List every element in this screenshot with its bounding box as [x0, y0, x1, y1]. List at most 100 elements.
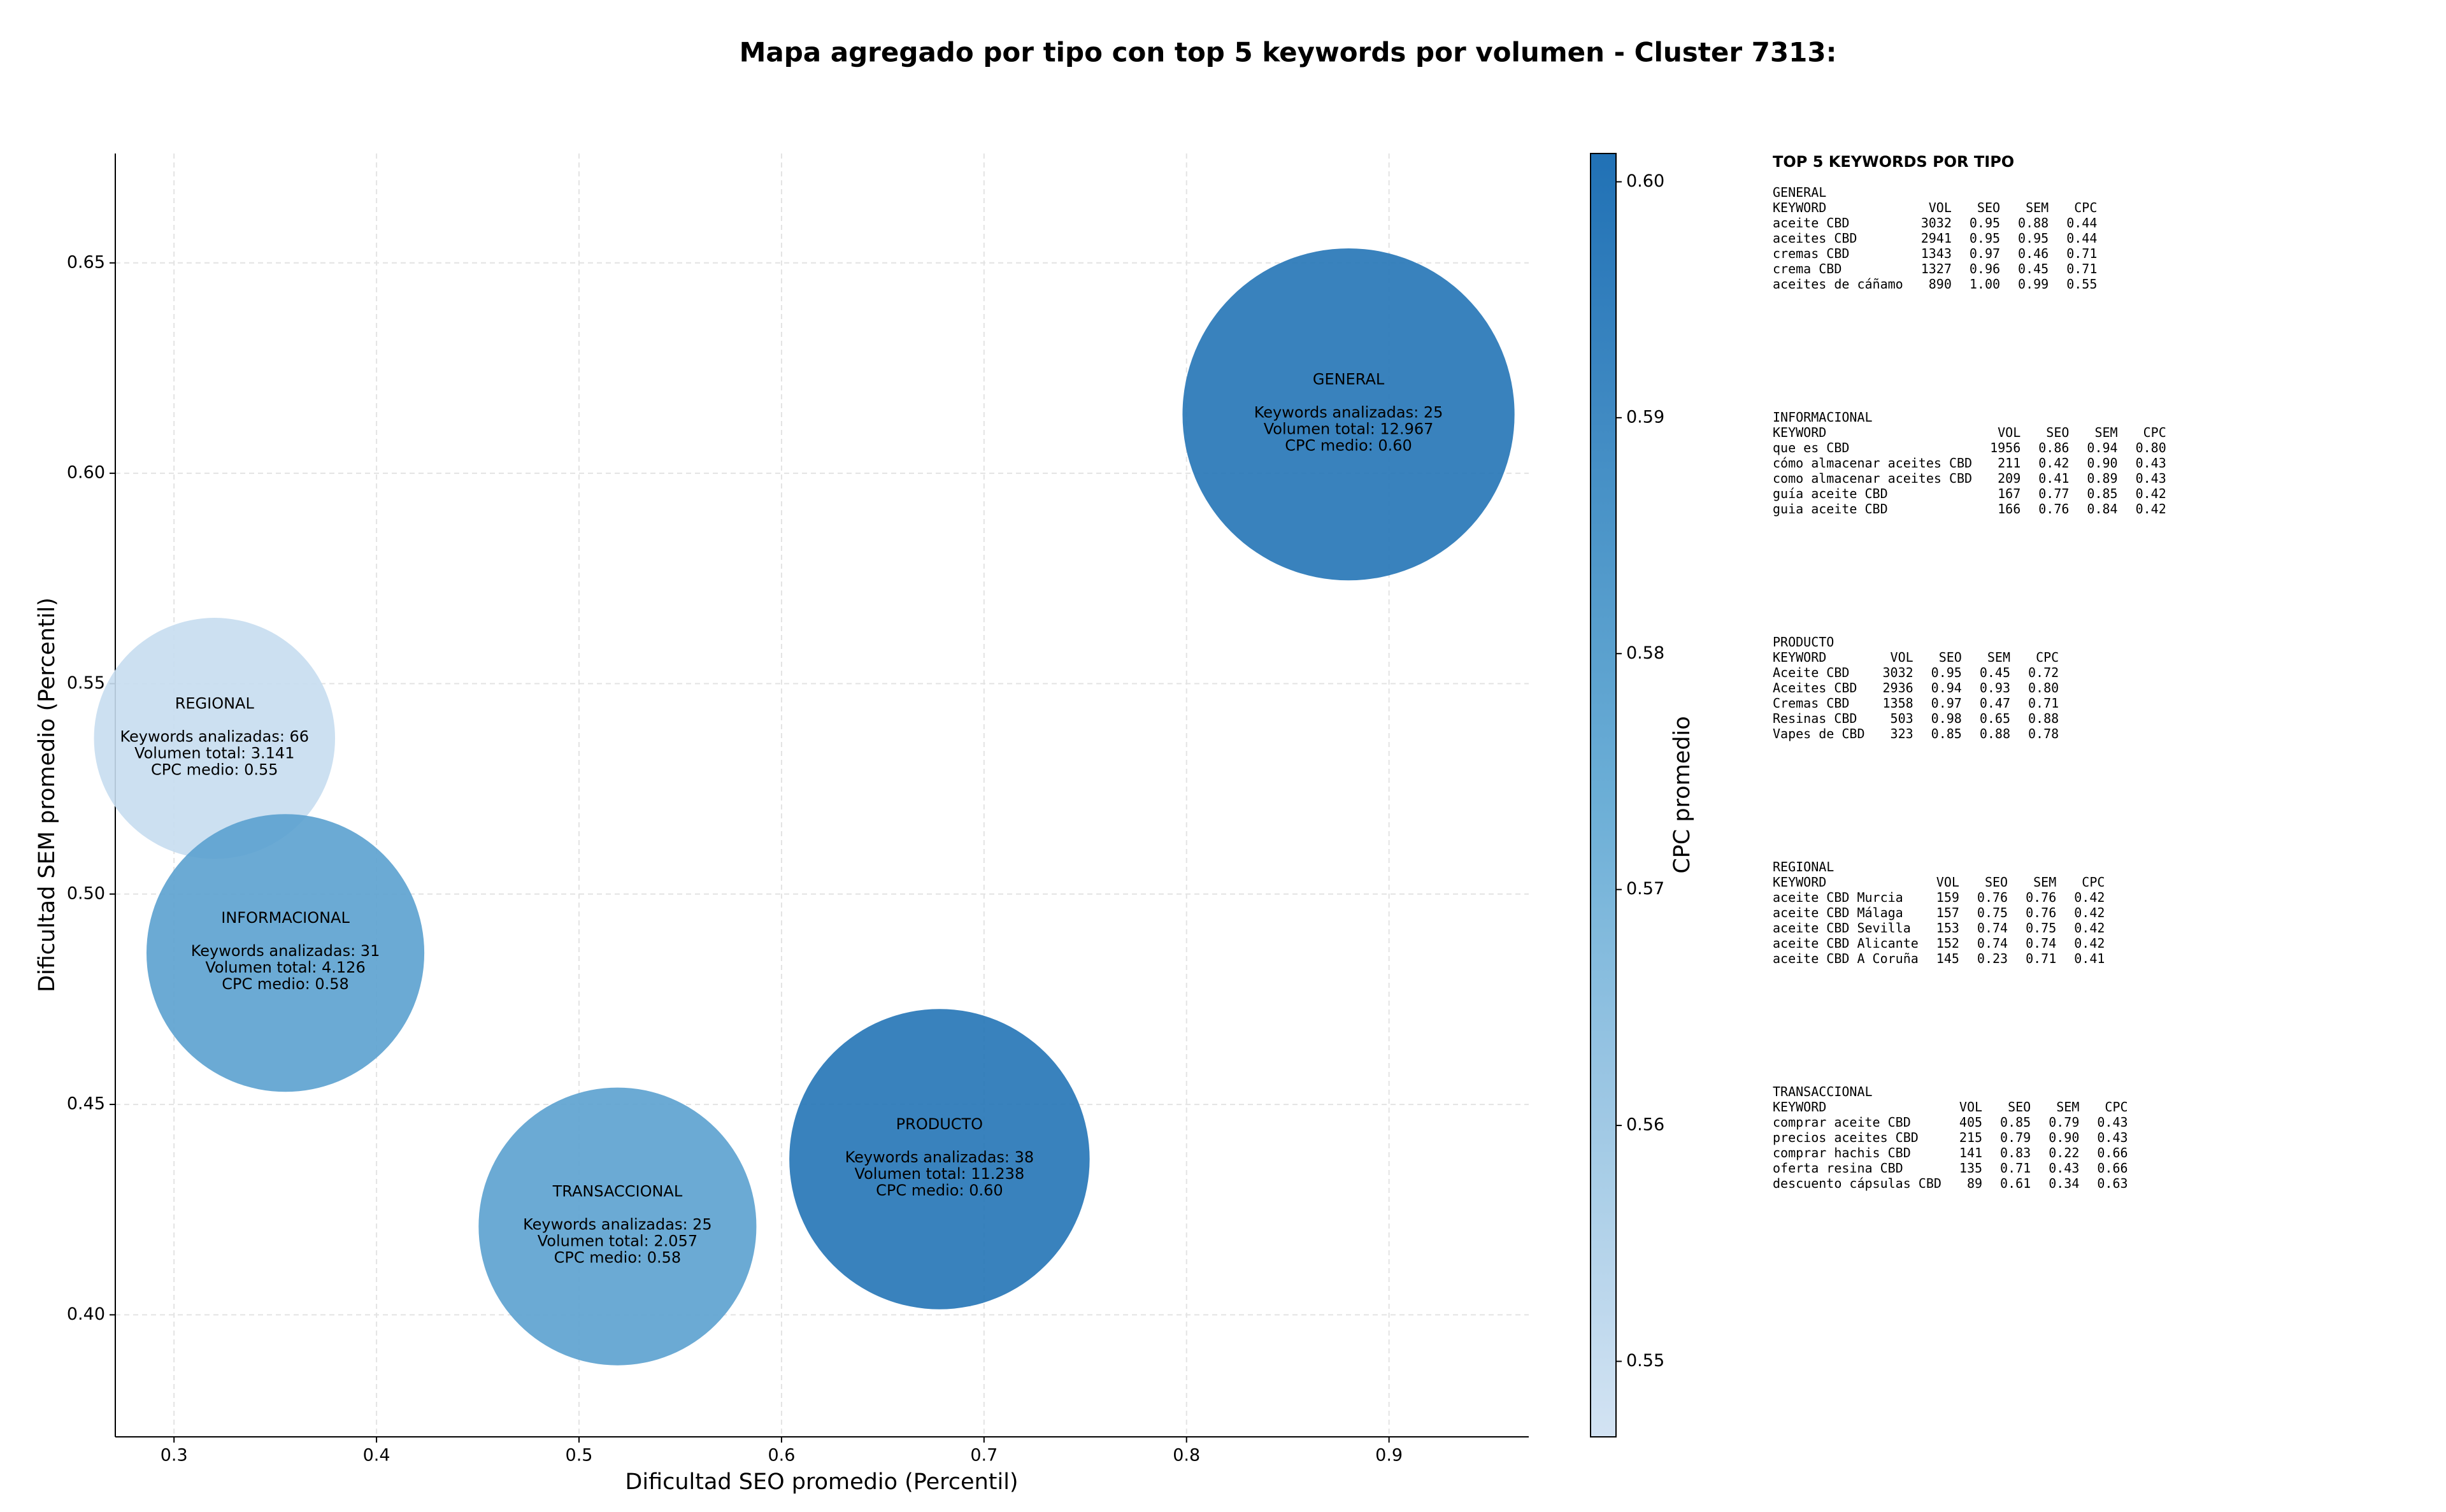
cell: 0.41 [2038, 471, 2070, 486]
cell: 0.84 [2087, 501, 2118, 517]
cell: 89 [1966, 1176, 1983, 1191]
bubble-annotation: Keywords analizadas: 66 [120, 727, 309, 745]
cell: aceites CBD [1773, 231, 1857, 246]
keyword-row: Cremas CBD 1358 0.97 0.47 0.71 [1773, 695, 2059, 711]
colorbar [1590, 153, 1617, 1437]
cell: 0.75 [2026, 920, 2057, 936]
bubble-name: INFORMACIONAL [221, 909, 350, 927]
cell: 890 [1928, 276, 1952, 292]
header-cell: SEM [2094, 425, 2118, 440]
cell: 145 [1936, 951, 1959, 966]
cell: guía aceite CBD [1773, 486, 1888, 501]
cell: comprar hachis CBD [1773, 1145, 1911, 1160]
chart-title: Mapa agregado por tipo con top 5 keyword… [740, 37, 1837, 68]
y-tick-label: 0.50 [67, 883, 105, 903]
cell: 0.74 [1977, 920, 2008, 936]
cell: 0.47 [1979, 695, 2011, 711]
bubble-annotation: Keywords analizadas: 25 [1254, 404, 1443, 422]
header-cell: SEO [2008, 1099, 2031, 1115]
y-axis-label: Dificultad SEM promedio (Percentil) [34, 597, 60, 992]
cell: 0.65 [1979, 711, 2011, 726]
cell: 167 [1998, 486, 2021, 501]
x-axis-label: Dificultad SEO promedio (Percentil) [625, 1469, 1018, 1495]
x-tick-label: 0.8 [1173, 1446, 1200, 1466]
cell: 0.97 [1931, 695, 1962, 711]
group-name: PRODUCTO [1773, 634, 1834, 650]
cell: 0.78 [2028, 726, 2059, 741]
cell: 0.86 [2038, 440, 2070, 455]
keyword-row: aceites de cáñamo 890 1.00 0.99 0.55 [1773, 276, 2097, 292]
keyword-row: comprar hachis CBD 141 0.83 0.22 0.66 [1773, 1145, 2128, 1160]
cell: 0.42 [2074, 905, 2105, 920]
keyword-row: oferta resina CBD 135 0.71 0.43 0.66 [1773, 1160, 2128, 1176]
cell: 159 [1936, 890, 1959, 905]
keyword-row: comprar aceite CBD 405 0.85 0.79 0.43 [1773, 1115, 2128, 1130]
header-cell: CPC [2082, 874, 2105, 890]
cell: 0.71 [2066, 261, 2098, 276]
keyword-row: aceite CBD Murcia 159 0.76 0.76 0.42 [1773, 890, 2105, 905]
keyword-row: precios aceites CBD 215 0.79 0.90 0.43 [1773, 1130, 2128, 1145]
cell: 0.71 [2066, 246, 2098, 261]
header-cell: VOL [1890, 650, 1913, 665]
cell: 0.85 [2000, 1115, 2031, 1130]
panel-title: TOP 5 KEYWORDS POR TIPO [1773, 153, 2015, 171]
header-cell: VOL [1936, 874, 1959, 890]
keyword-row: aceite CBD Sevilla 153 0.74 0.75 0.42 [1773, 920, 2105, 936]
header-cell: SEM [2026, 200, 2049, 215]
header-cell: CPC [2074, 200, 2098, 215]
x-tick-label: 0.4 [363, 1446, 390, 1466]
cell: 0.85 [2087, 486, 2118, 501]
keyword-row: Aceites CBD 2936 0.94 0.93 0.80 [1773, 680, 2059, 695]
y-tick-label: 0.40 [67, 1304, 105, 1324]
keyword-row: aceites CBD 2941 0.95 0.95 0.44 [1773, 231, 2097, 246]
cell: 1327 [1920, 261, 1952, 276]
cell: 3032 [1920, 215, 1952, 231]
keyword-row: descuento cápsulas CBD 89 0.61 0.34 0.63 [1773, 1176, 2128, 1191]
header-cell: KEYWORD [1773, 650, 1827, 665]
bubble [1182, 248, 1515, 581]
keyword-group: INFORMACIONAL KEYWORD VOL SEO SEM CPC que es C… [1773, 410, 2435, 634]
keyword-row: crema CBD 1327 0.96 0.45 0.71 [1773, 261, 2097, 276]
bubble-annotation: CPC medio: 0.58 [222, 975, 349, 993]
cell: 0.88 [2028, 711, 2059, 726]
bubble-annotation: Keywords analizadas: 38 [845, 1148, 1034, 1166]
cell: 0.66 [2097, 1145, 2128, 1160]
header-cell: CPC [2105, 1099, 2128, 1115]
bubble-annotation: Volumen total: 11.238 [855, 1165, 1025, 1183]
group-name: TRANSACCIONAL [1773, 1084, 1873, 1099]
cell: 3032 [1882, 665, 1913, 680]
bubble-name: REGIONAL [175, 694, 255, 712]
cell: 0.61 [2000, 1176, 2031, 1191]
header-cell: CPC [2143, 425, 2166, 440]
x-tick-label: 0.5 [566, 1446, 593, 1466]
cell: 0.76 [2026, 905, 2057, 920]
cell: 0.42 [2074, 936, 2105, 951]
bubble-annotation: Volumen total: 2.057 [538, 1232, 697, 1250]
cell: 135 [1959, 1160, 1983, 1176]
cell: 0.71 [2028, 695, 2059, 711]
y-tick-label: 0.45 [67, 1094, 105, 1114]
bubble-name: PRODUCTO [896, 1115, 983, 1133]
header-row: KEYWORD VOL SEO SEM CPC [1773, 874, 2105, 890]
cell: 0.99 [2018, 276, 2049, 292]
cell: 0.66 [2097, 1160, 2128, 1176]
cell: 0.79 [2049, 1115, 2080, 1130]
header-row: KEYWORD VOL SEO SEM CPC [1773, 200, 2097, 215]
cell: Vapes de CBD [1773, 726, 1865, 741]
cell: Resinas CBD [1773, 711, 1857, 726]
header-cell: SEO [2046, 425, 2070, 440]
cell: aceite CBD Murcia [1773, 890, 1903, 905]
cell: 1956 [1990, 440, 2021, 455]
cell: 0.97 [1969, 246, 2001, 261]
cell: oferta resina CBD [1773, 1160, 1903, 1176]
cell: 0.72 [2028, 665, 2059, 680]
cell: 0.55 [2066, 276, 2098, 292]
header-cell: SEO [1977, 200, 2001, 215]
x-tick-label: 0.3 [161, 1446, 188, 1466]
header-cell: SEM [2056, 1099, 2080, 1115]
x-tick-label: 0.9 [1375, 1446, 1403, 1466]
header-cell: CPC [2036, 650, 2059, 665]
bubble [478, 1087, 757, 1366]
header-cell: SEM [2033, 874, 2057, 890]
